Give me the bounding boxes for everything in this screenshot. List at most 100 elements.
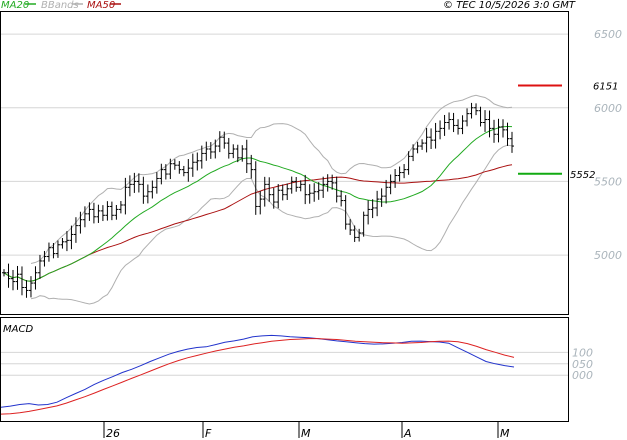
ohlc-bar	[159, 163, 164, 185]
ohlc-bar	[424, 127, 429, 153]
ohlc-bar	[388, 174, 393, 195]
ohlc-bar	[190, 153, 195, 177]
ohlc-bar	[276, 184, 281, 209]
ohlc-bar	[150, 180, 155, 199]
macd-lines	[0, 334, 515, 415]
ohlc-bar	[73, 217, 78, 243]
ohlc-bar	[294, 176, 299, 192]
legend-ma50-label: MA50	[87, 0, 115, 11]
bollinger-bands	[30, 94, 513, 305]
ohlc-bar	[325, 174, 330, 192]
ohlc-bar	[15, 265, 20, 290]
macd-line	[0, 334, 515, 408]
ohlc-bar	[271, 188, 276, 209]
legend-ma20-label: MA20	[1, 0, 29, 11]
macd-tick-label: 000	[572, 369, 593, 382]
ohlc-bar	[96, 204, 101, 223]
ohlc-bar	[307, 184, 312, 204]
date-tick-label: F	[205, 427, 212, 440]
ohlc-bar	[357, 228, 362, 242]
ohlc-bar	[132, 172, 137, 193]
ohlc-bar	[51, 242, 56, 259]
ohlc-bar	[78, 211, 83, 234]
ohlc-bar	[114, 204, 119, 220]
ohlc-bar	[2, 269, 6, 277]
ohlc-bar	[442, 114, 447, 136]
ohlc-bar	[42, 250, 47, 267]
ohlc-bar	[312, 183, 317, 202]
macd-title: MACD	[3, 324, 33, 335]
ohlc-bar	[37, 254, 42, 279]
ohlc-bar	[366, 200, 371, 225]
ohlc-bar	[438, 120, 443, 140]
ohlc-bar	[82, 206, 87, 228]
ohlc-bar	[118, 201, 123, 214]
support-label: 5552	[570, 170, 595, 181]
date-axis: 26 F M A M	[103, 421, 510, 440]
ohlc-bar	[64, 231, 69, 252]
ohlc-bar	[393, 169, 398, 188]
ohlc-bar	[361, 211, 366, 237]
ohlc-bar	[249, 154, 254, 179]
ohlc-bar	[465, 108, 470, 127]
ohlc-bar	[348, 219, 353, 236]
ohlc-bar	[298, 180, 303, 192]
moving-averages	[3, 125, 513, 282]
ohlc-bar	[213, 139, 218, 159]
ohlc-bar	[289, 176, 294, 194]
ohlc-bar	[123, 177, 128, 215]
ohlc-bar	[195, 152, 200, 171]
ohlc-bar	[154, 172, 159, 194]
ohlc-bar	[226, 137, 231, 159]
ohlc-bar	[109, 201, 114, 221]
ohlc-bar	[397, 166, 402, 182]
macd-tick-label: 050	[572, 358, 593, 371]
bollinger-lower-line	[30, 144, 513, 305]
ohlc-bar	[235, 144, 240, 163]
ohlc-bar	[316, 182, 321, 200]
ohlc-bar	[91, 202, 96, 224]
ohlc-bar	[10, 269, 15, 291]
ohlc-bar	[420, 139, 425, 150]
ohlc-bar	[240, 145, 245, 162]
price-panel-grid	[1, 33, 568, 256]
ohlc-bar	[447, 112, 452, 130]
ohlc-bar	[429, 128, 434, 150]
ohlc-bar	[456, 119, 461, 135]
ohlc-bar	[492, 119, 497, 143]
ohlc-bar	[217, 131, 222, 153]
ohlc-bar	[141, 176, 146, 204]
ohlc-bar	[222, 131, 227, 149]
bollinger-upper-line	[30, 94, 513, 264]
ohlc-bar	[474, 103, 479, 116]
ohlc-bar	[199, 145, 204, 169]
price-tick-label: 5500	[594, 175, 622, 188]
ohlc-bar	[384, 179, 389, 204]
ohlc-bar	[487, 110, 492, 138]
macd-tick-label: 100	[572, 346, 593, 359]
ohlc-bar	[334, 176, 339, 203]
ohlc-bar	[285, 183, 290, 200]
ohlc-bar	[204, 141, 209, 161]
ohlc-bar	[258, 191, 263, 215]
ohlc-bar	[177, 161, 182, 174]
ohlc-bar	[28, 276, 33, 298]
ohlc-bar	[469, 102, 474, 119]
price-tick-label: 6000	[594, 102, 622, 115]
ohlc-bar	[321, 176, 326, 198]
ohlc-bar	[505, 122, 510, 146]
ohlc-bar	[478, 106, 483, 127]
ohlc-bar	[24, 280, 29, 298]
ohlc-bar	[460, 115, 465, 135]
ohlc-bars	[2, 102, 514, 298]
ohlc-bar	[172, 159, 177, 170]
price-tick-label: 6500	[594, 28, 622, 41]
price-axis: 6500 6000 5500 5000	[594, 28, 622, 262]
ohlc-bar	[163, 164, 168, 180]
ohlc-bar	[145, 184, 150, 204]
ohlc-bar	[352, 225, 357, 242]
price-levels: 6151 5552	[518, 82, 618, 181]
ohlc-bar	[208, 142, 213, 159]
